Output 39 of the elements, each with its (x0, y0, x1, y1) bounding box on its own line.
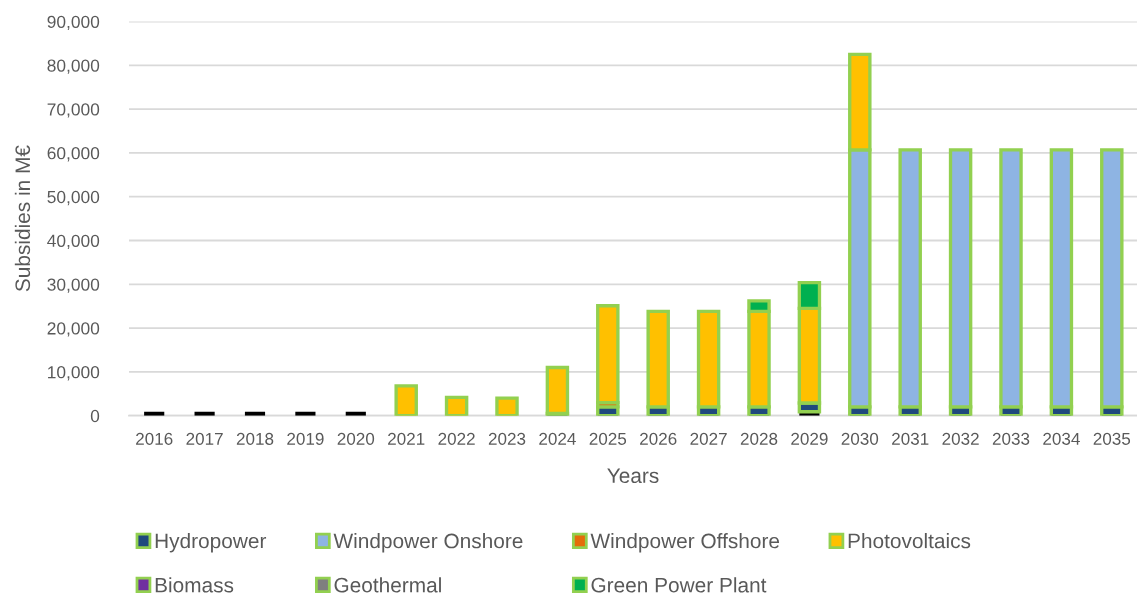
x-tick-label: 2024 (539, 432, 576, 445)
x-tick-label: 2016 (136, 432, 173, 445)
y-tick-label: 50,000 (47, 190, 100, 206)
x-tick-label: 2022 (438, 432, 475, 445)
x-tick-label: 2028 (740, 432, 778, 445)
y-tick-label: 60,000 (47, 147, 100, 162)
x-tick-label: 2035 (1093, 432, 1131, 445)
x-axis-title: Years (607, 468, 659, 484)
x-tick-label: 2029 (791, 432, 828, 445)
x-tick-label: 2033 (992, 432, 1030, 445)
x-tick-label: 2019 (287, 432, 324, 445)
y-axis-title: Subsidies in M€ (14, 145, 31, 292)
x-tick-label: 2023 (488, 432, 526, 445)
y-tick-label: 90,000 (47, 15, 100, 31)
x-tick-label: 2032 (942, 432, 979, 445)
y-tick-label: 40,000 (47, 234, 100, 250)
legend-label: Hydropower (155, 533, 267, 553)
x-tick-label: 2020 (337, 432, 375, 445)
legend-label: Windpower Onshore (333, 533, 523, 553)
x-tick-label: 2018 (236, 432, 274, 445)
x-tick-label: 2021 (388, 432, 425, 445)
legend-label: Photovoltaics (848, 533, 971, 549)
y-tick-label: 30,000 (47, 278, 100, 293)
y-tick-label: 20,000 (47, 322, 100, 337)
legend-label: Geothermal (334, 577, 441, 593)
x-tick-label: 2031 (892, 432, 929, 445)
y-tick-label: 80,000 (47, 59, 100, 74)
y-tick-label: 10,000 (48, 366, 100, 381)
legend-label: Green Power Plant (591, 577, 767, 593)
legend-label: Windpower Offshore (590, 533, 780, 553)
legend-label: Biomass (155, 577, 234, 593)
x-tick-label: 2034 (1043, 432, 1080, 445)
x-tick-label: 2026 (640, 432, 677, 445)
x-tick-label: 2025 (589, 432, 627, 445)
y-tick-label: 70,000 (47, 103, 100, 118)
x-tick-label: 2030 (841, 432, 879, 445)
x-tick-label: 2017 (186, 432, 223, 445)
y-tick-label: 0 (90, 409, 100, 423)
x-tick-label: 2027 (690, 432, 727, 445)
